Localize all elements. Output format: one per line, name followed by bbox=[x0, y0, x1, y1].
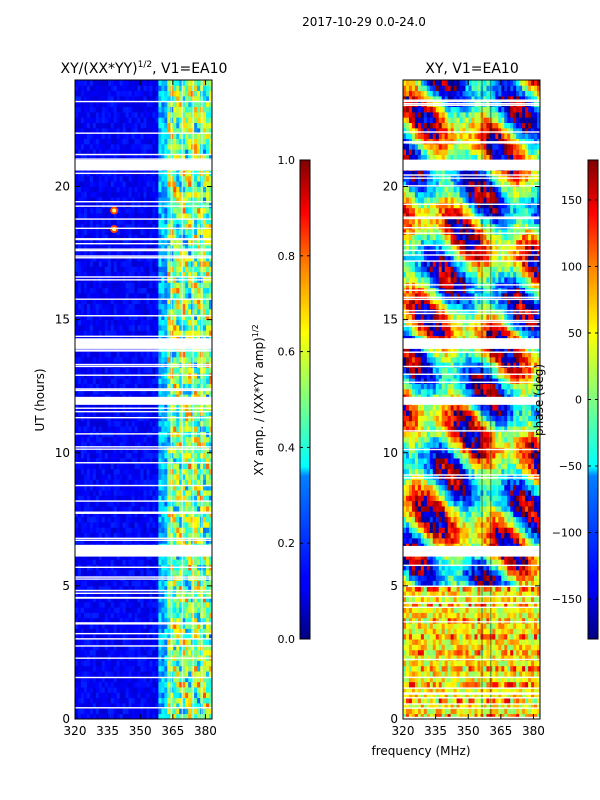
y-tick-label: 0 bbox=[62, 712, 70, 726]
amplitude-colorbar-label-main: XY amp. / (XX*YY amp) bbox=[252, 337, 266, 475]
colorbar-tick-label: 0.6 bbox=[278, 346, 296, 359]
colorbar-tick-label: 1.0 bbox=[278, 154, 296, 167]
phase-axis-ticks: 320 335 350 365 380 0 5 10 15 20 bbox=[383, 80, 545, 738]
colorbar-tick-label: 0.2 bbox=[278, 537, 296, 550]
amplitude-plot-frame bbox=[74, 79, 213, 720]
phase-colorbar-label: phase (deg) bbox=[532, 364, 546, 436]
colorbar-tick-label: 0.8 bbox=[278, 250, 296, 263]
x-tick-label: 380 bbox=[522, 724, 545, 738]
amplitude-colorbar-ticks: 0.0 0.2 0.4 0.6 0.8 1.0 bbox=[278, 154, 310, 646]
colorbar-tick-label: −50 bbox=[559, 460, 582, 473]
amplitude-panel-title: XY/(XX*YY)1/2, V1=EA10 bbox=[61, 60, 228, 77]
amplitude-colorbar-label: XY amp. / (XX*YY amp)1/2 bbox=[251, 324, 266, 475]
y-tick-label: 20 bbox=[55, 180, 70, 194]
amplitude-title-suffix: , V1=EA10 bbox=[152, 61, 227, 77]
amplitude-colorbar: 0.0 0.2 0.4 0.6 0.8 1.0 XY amp. / (XX*YY amp)… bbox=[251, 154, 311, 646]
x-tick-label: 335 bbox=[96, 724, 119, 738]
colorbar-tick-label: 150 bbox=[561, 194, 582, 207]
x-tick-label: 350 bbox=[129, 724, 152, 738]
x-tick-label: 350 bbox=[457, 724, 480, 738]
colorbar-tick-label: 0.4 bbox=[278, 441, 296, 454]
colorbar-tick-label: 0 bbox=[575, 394, 582, 407]
phase-panel-title: XY, V1=EA10 bbox=[425, 61, 519, 77]
y-tick-label: 20 bbox=[383, 180, 398, 194]
colorbar-tick-label: −100 bbox=[552, 527, 582, 540]
x-tick-label: 365 bbox=[161, 724, 184, 738]
x-tick-label: 335 bbox=[424, 724, 447, 738]
y-tick-label: 10 bbox=[383, 446, 398, 460]
amplitude-colorbar-gradient bbox=[299, 159, 311, 640]
y-tick-label: 10 bbox=[55, 446, 70, 460]
y-tick-label: 0 bbox=[390, 712, 398, 726]
x-tick-label: 320 bbox=[64, 724, 87, 738]
y-tick-label: 5 bbox=[62, 579, 70, 593]
y-tick-label: 5 bbox=[390, 579, 398, 593]
phase-colorbar: −150 −100 −50 0 50 100 150 phase (deg) bbox=[532, 159, 599, 640]
shared-xlabel: frequency (MHz) bbox=[371, 744, 470, 758]
phase-heatmap bbox=[403, 80, 540, 719]
phase-colorbar-ticks: −150 −100 −50 0 50 100 150 bbox=[552, 194, 598, 606]
amplitude-heatmap bbox=[75, 80, 212, 719]
colorbar-tick-label: 100 bbox=[561, 260, 582, 273]
x-tick-label: 320 bbox=[392, 724, 415, 738]
x-tick-label: 365 bbox=[489, 724, 512, 738]
phase-plot-frame bbox=[402, 79, 541, 720]
x-tick-label: 380 bbox=[194, 724, 217, 738]
phase-panel: XY, V1=EA10 320 335 350 365 380 0 5 10 15 20 bbox=[383, 61, 545, 738]
y-tick-label: 15 bbox=[383, 313, 398, 327]
colorbar-tick-label: 0.0 bbox=[278, 633, 296, 646]
amplitude-axis-ticks: 320 335 350 365 380 0 5 10 15 20 bbox=[55, 80, 217, 738]
amplitude-title-main: XY/(XX*YY) bbox=[61, 61, 138, 77]
amplitude-title-exponent: 1/2 bbox=[138, 60, 152, 70]
colorbar-tick-label: −150 bbox=[552, 593, 582, 606]
y-tick-label: 15 bbox=[55, 313, 70, 327]
amplitude-panel: XY/(XX*YY)1/2, V1=EA10 320 335 350 365 380 0 5… bbox=[33, 60, 227, 738]
figure-suptitle: 2017-10-29 0.0-24.0 bbox=[302, 15, 426, 29]
colorbar-tick-label: 50 bbox=[568, 327, 582, 340]
amplitude-colorbar-label-exponent: 1/2 bbox=[251, 324, 260, 337]
amplitude-ylabel: UT (hours) bbox=[33, 368, 47, 431]
